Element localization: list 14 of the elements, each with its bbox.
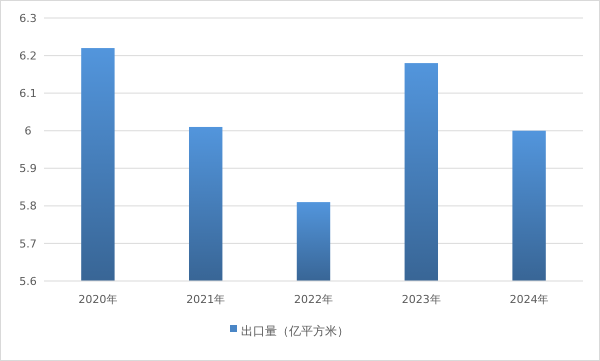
- x-tick-label: 2021年: [186, 293, 226, 306]
- y-tick-label: 5.6: [19, 274, 37, 288]
- x-tick-label: 2023年: [402, 293, 441, 306]
- x-tick-label: 2022年: [294, 293, 333, 306]
- x-tick-label: 2020年: [78, 293, 118, 306]
- legend-label: 出口量（亿平方米）: [241, 324, 349, 338]
- y-tick-label: 6.2: [19, 49, 37, 62]
- y-tick-label: 6: [24, 124, 32, 138]
- y-tick-label: 5.7: [19, 237, 37, 250]
- y-tick-label: 6.3: [19, 12, 37, 25]
- y-tick-label: 5.8: [19, 200, 37, 213]
- x-tick-label: 2024年: [510, 293, 549, 306]
- y-tick-label: 6.1: [19, 86, 37, 100]
- y-tick-label: 5.9: [19, 162, 37, 176]
